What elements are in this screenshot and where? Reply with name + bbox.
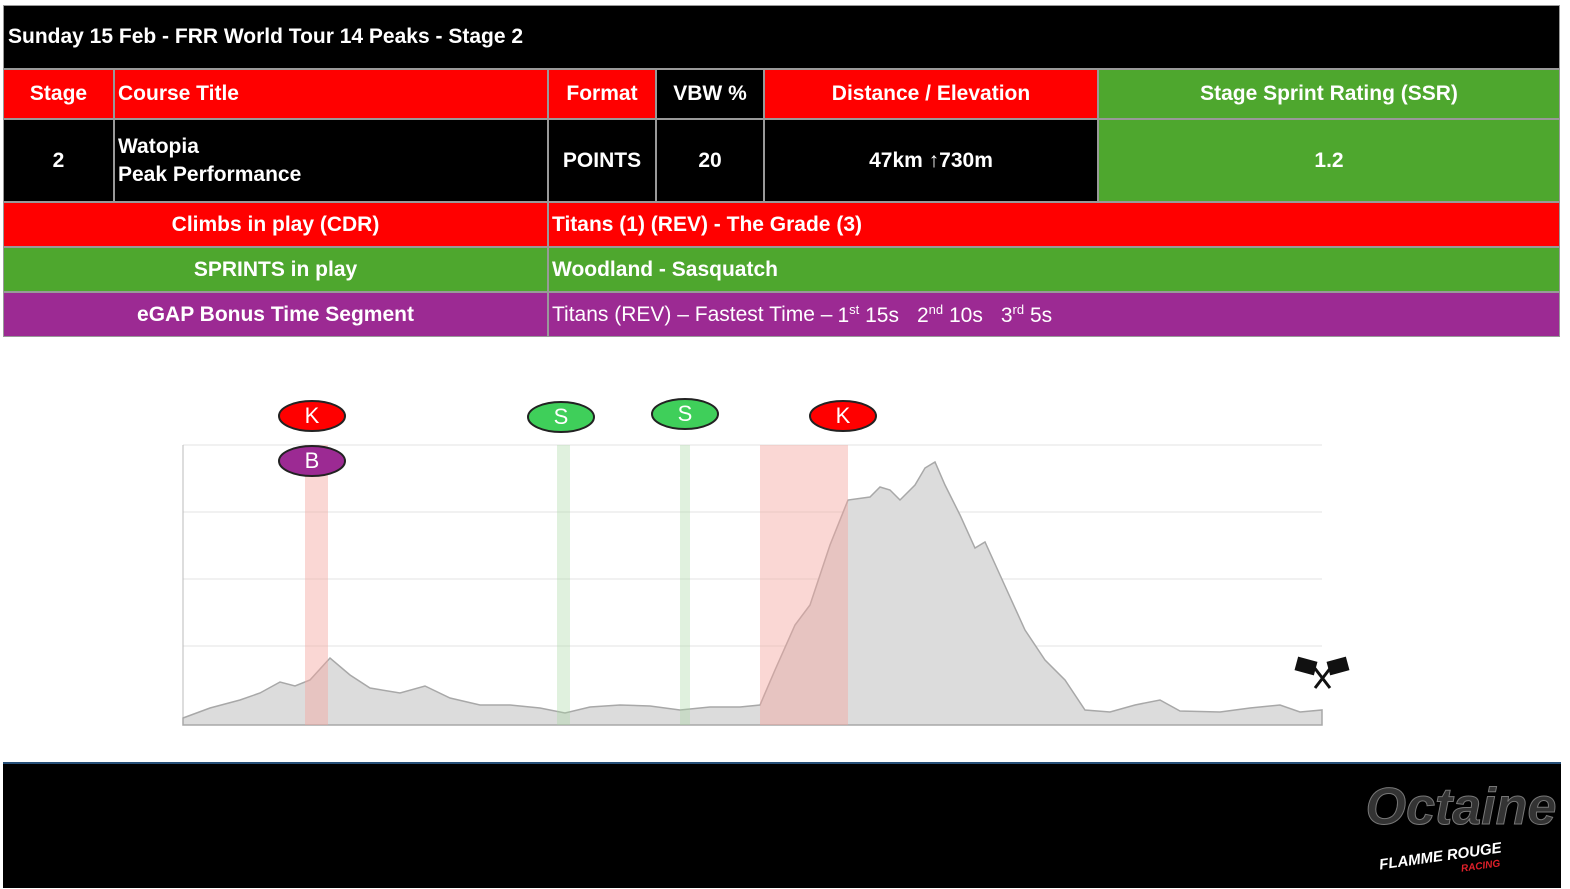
climbs-label: Climbs in play (CDR): [3, 202, 548, 247]
marker: [651, 398, 719, 430]
sprints-label: SPRINTS in play: [3, 247, 548, 292]
course-cell: Watopia Peak Performance: [114, 119, 548, 202]
egap-place: 2nd 10s: [917, 302, 983, 328]
rank-suffix: st: [849, 301, 860, 317]
stage-cell: 2: [3, 119, 114, 202]
rank-suffix: nd: [928, 301, 944, 317]
course-line: Peak Performance: [118, 162, 302, 186]
format-cell: POINTS: [548, 119, 656, 202]
grid: [182, 444, 1322, 725]
marker: [278, 400, 346, 432]
header-cell: Stage: [3, 69, 114, 119]
vbw-cell: 20: [656, 119, 764, 202]
logo-name: Octaine: [1366, 778, 1557, 836]
elevation-profile: K B S S K: [182, 398, 1350, 726]
header-cell: Distance / Elevation: [764, 69, 1098, 119]
footer: Octaine FLAMME ROUGE RACING: [3, 762, 1561, 888]
profile-area: [182, 460, 1323, 726]
header-cell: Stage Sprint Rating (SSR): [1098, 69, 1560, 119]
header-cell: VBW %: [656, 69, 764, 119]
marker-label: K: [836, 403, 851, 428]
marker-label: S: [678, 401, 693, 426]
header-cell: Course Title: [114, 69, 548, 119]
rank: 1: [837, 303, 850, 327]
bonus: 5s: [1029, 303, 1053, 327]
ssr-cell: 1.2: [1098, 119, 1560, 202]
logo-line2: RACING: [1460, 858, 1501, 874]
marker-label: S: [554, 404, 569, 429]
egap-place: 1st 15s: [837, 302, 899, 328]
sprint-band: [557, 445, 570, 725]
marker-label: K: [305, 403, 320, 428]
page-title: Sunday 15 Feb - FRR World Tour 14 Peaks …: [3, 5, 1560, 69]
rank-suffix: rd: [1012, 301, 1025, 317]
climb-band: [760, 445, 848, 725]
course-line: Watopia: [118, 134, 199, 158]
marker-label: B: [305, 448, 320, 473]
logo: Octaine FLAMME ROUGE RACING: [1365, 778, 1557, 875]
marker: [278, 445, 346, 477]
climb-band: [305, 445, 328, 725]
marker: [527, 401, 595, 433]
header-cell: Format: [548, 69, 656, 119]
egap-prefix: Titans (REV) – Fastest Time –: [552, 302, 833, 326]
finish-flags: [1294, 656, 1350, 689]
marker: [809, 400, 877, 432]
egap-label: eGAP Bonus Time Segment: [3, 292, 548, 337]
climbs-value: Titans (1) (REV) - The Grade (3): [548, 202, 1560, 247]
rank: 2: [916, 303, 929, 327]
bonus: 15s: [865, 303, 899, 327]
rank: 3: [1000, 303, 1013, 327]
egap-place: 3rd 5s: [1001, 302, 1052, 328]
distance-cell: 47km ↑730m: [764, 119, 1098, 202]
egap-value: Titans (REV) – Fastest Time – 1st 15s 2n…: [548, 292, 1560, 337]
bonus: 10s: [948, 303, 983, 327]
sprint-band: [680, 445, 690, 725]
sprints-value: Woodland - Sasquatch: [548, 247, 1560, 292]
